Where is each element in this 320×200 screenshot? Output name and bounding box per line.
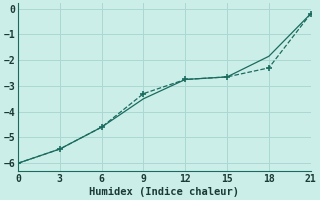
X-axis label: Humidex (Indice chaleur): Humidex (Indice chaleur) bbox=[89, 186, 239, 197]
